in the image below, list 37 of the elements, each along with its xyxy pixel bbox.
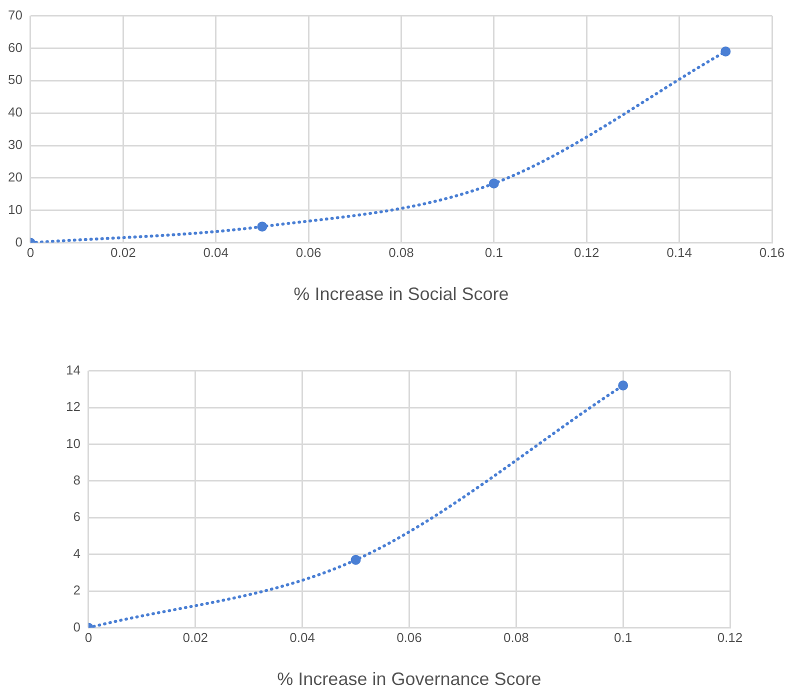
y-tick-label: 14: [66, 362, 80, 378]
x-tick-label: 0.08: [388, 245, 414, 260]
point: [720, 46, 731, 56]
x-tick-label: 0.02: [182, 630, 208, 646]
x-tick-label: 0.02: [110, 245, 136, 260]
x-tick-label: 0.06: [296, 245, 322, 260]
y-tick-label: 0: [15, 234, 22, 250]
y-tick-label: 0: [73, 619, 80, 634]
x-tick-label: 0.04: [290, 630, 315, 646]
y-tick-label: 50: [8, 72, 22, 88]
y-tick-label: 8: [73, 472, 80, 488]
x-tick-label: 0.12: [717, 630, 743, 646]
y-tick-label: 70: [8, 7, 22, 22]
x-axis-title: % Increase in Social Score: [294, 284, 509, 304]
x-tick-label: 0.1: [484, 245, 503, 260]
y-tick-label: 20: [8, 170, 22, 185]
y-tick-label: 10: [8, 202, 22, 217]
x-tick-label: 0: [26, 245, 34, 260]
x-tick-label: 0.1: [614, 630, 632, 646]
y-tick-label: 12: [66, 399, 80, 414]
x-tick-label: 0.12: [574, 245, 600, 260]
x-tick-label: 0.16: [759, 245, 785, 260]
x-tick-label: 0.08: [503, 630, 529, 646]
point: [488, 178, 499, 188]
point: [257, 222, 268, 232]
x-tick-label: 0.14: [666, 245, 692, 260]
y-tick-label: 10: [66, 436, 80, 451]
x-tick-label: 0.04: [203, 245, 228, 260]
x-axis-title: % Increase in Governance Score: [277, 669, 542, 690]
x-tick-label: 0: [84, 630, 92, 646]
y-tick-label: 6: [73, 509, 80, 524]
y-tick-label: 2: [73, 582, 80, 598]
y-tick-label: 30: [8, 137, 22, 152]
y-tick-label: 4: [73, 546, 80, 561]
y-tick-label: 40: [8, 104, 22, 120]
x-tick-label: 0.06: [396, 630, 422, 646]
y-tick-label: 60: [8, 40, 22, 55]
